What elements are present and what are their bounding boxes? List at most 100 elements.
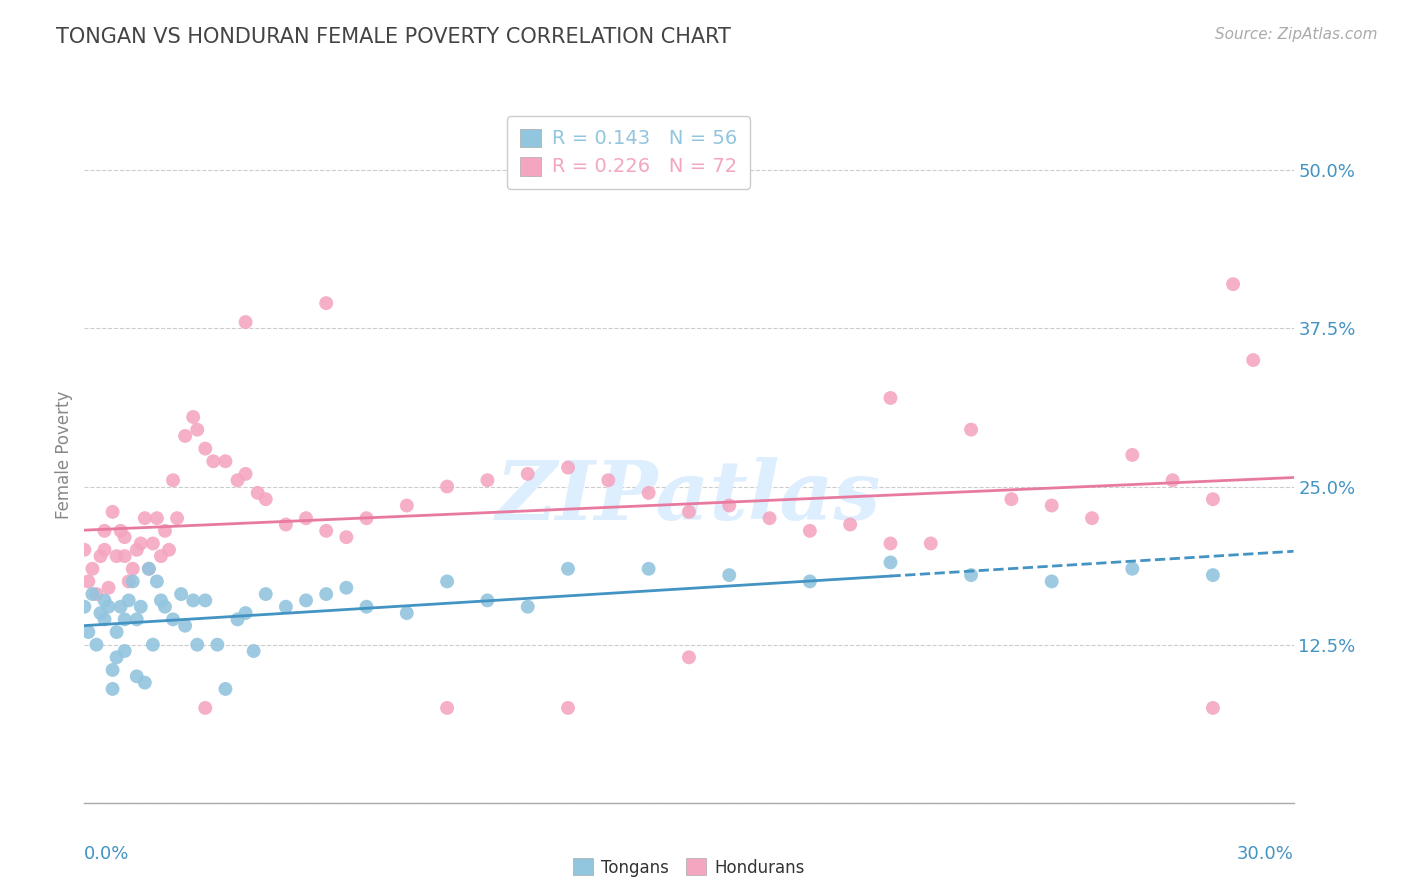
Point — [254, 492, 277, 507]
Text: 30.0%: 30.0% — [1237, 845, 1294, 863]
Point — [356, 599, 378, 614]
Point — [718, 499, 741, 513]
Point — [1081, 511, 1104, 525]
Point — [960, 423, 983, 437]
Point — [246, 486, 269, 500]
Point — [214, 454, 236, 468]
Point — [129, 536, 152, 550]
Point — [436, 701, 458, 715]
Point — [97, 581, 120, 595]
Text: ZIPatlas: ZIPatlas — [496, 457, 882, 537]
Point — [86, 638, 108, 652]
Point — [105, 625, 128, 640]
Point — [436, 479, 458, 493]
Point — [1241, 353, 1264, 368]
Point — [516, 467, 538, 481]
Point — [149, 549, 172, 563]
Point — [356, 511, 378, 525]
Point — [235, 467, 257, 481]
Point — [254, 587, 277, 601]
Point — [1040, 499, 1063, 513]
Point — [207, 638, 229, 652]
Point — [138, 562, 160, 576]
Point — [114, 530, 136, 544]
Point — [142, 638, 165, 652]
Point — [93, 612, 115, 626]
Y-axis label: Female Poverty: Female Poverty — [55, 391, 73, 519]
Point — [101, 681, 124, 696]
Point — [101, 505, 124, 519]
Point — [89, 549, 111, 563]
Legend: Tongans, Hondurans: Tongans, Hondurans — [565, 850, 813, 885]
Point — [315, 587, 337, 601]
Point — [879, 391, 901, 405]
Point — [194, 593, 217, 607]
Point — [97, 599, 120, 614]
Point — [105, 549, 128, 563]
Point — [138, 562, 160, 576]
Point — [920, 536, 942, 550]
Point — [93, 524, 115, 538]
Point — [242, 644, 264, 658]
Point — [1202, 568, 1225, 582]
Point — [718, 568, 741, 582]
Point — [153, 599, 176, 614]
Point — [121, 574, 143, 589]
Point — [202, 454, 225, 468]
Point — [110, 524, 132, 538]
Point — [93, 593, 115, 607]
Point — [181, 593, 204, 607]
Point — [226, 473, 249, 487]
Point — [557, 701, 579, 715]
Point — [295, 511, 318, 525]
Point — [960, 568, 983, 582]
Point — [118, 574, 141, 589]
Point — [678, 505, 700, 519]
Point — [146, 574, 169, 589]
Point — [105, 650, 128, 665]
Point — [93, 542, 115, 557]
Point — [82, 587, 104, 601]
Point — [153, 524, 176, 538]
Point — [758, 511, 780, 525]
Point — [274, 599, 297, 614]
Point — [315, 296, 337, 310]
Point — [274, 517, 297, 532]
Point — [1161, 473, 1184, 487]
Point — [125, 669, 148, 683]
Point — [637, 486, 659, 500]
Point — [557, 460, 579, 475]
Point — [395, 606, 418, 620]
Text: Source: ZipAtlas.com: Source: ZipAtlas.com — [1215, 27, 1378, 42]
Point — [1121, 448, 1143, 462]
Point — [77, 574, 100, 589]
Point — [335, 530, 357, 544]
Point — [121, 562, 143, 576]
Point — [1202, 492, 1225, 507]
Point — [839, 517, 862, 532]
Point — [118, 593, 141, 607]
Point — [101, 663, 124, 677]
Point — [146, 511, 169, 525]
Point — [149, 593, 172, 607]
Point — [194, 701, 217, 715]
Point — [1121, 562, 1143, 576]
Point — [226, 612, 249, 626]
Point — [436, 574, 458, 589]
Point — [1202, 701, 1225, 715]
Point — [186, 638, 208, 652]
Point — [235, 606, 257, 620]
Point — [86, 587, 108, 601]
Point — [557, 562, 579, 576]
Point — [879, 536, 901, 550]
Point — [186, 423, 208, 437]
Point — [114, 549, 136, 563]
Point — [134, 675, 156, 690]
Point — [1040, 574, 1063, 589]
Point — [114, 644, 136, 658]
Point — [174, 618, 197, 632]
Point — [477, 593, 499, 607]
Point — [125, 542, 148, 557]
Point — [214, 681, 236, 696]
Point — [174, 429, 197, 443]
